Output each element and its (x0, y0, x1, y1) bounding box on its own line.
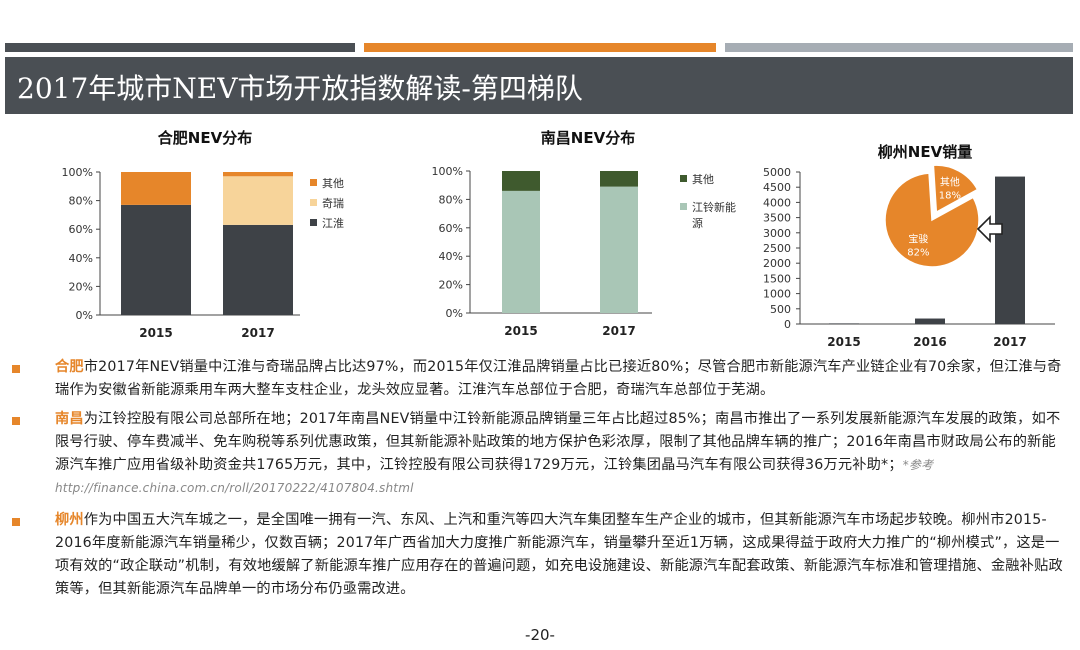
hefei-legend-label: 奇瑞 (322, 196, 344, 210)
bullet-liuzhou (12, 518, 20, 526)
nanchang-xtick-label: 2017 (602, 324, 635, 338)
hefei-chart: 合肥NEV分布 0% 20% 40% 60% 80% 100% 2015 2017 其他奇瑞江… (62, 129, 344, 340)
paragraph-liuzhou-text: 作为中国五大汽车城之一，是全国唯一拥有一汽、东风、上汽和重汽等四大汽车集团整车生… (55, 512, 1063, 597)
paragraph-nanchang: 南昌为江铃控股有限公司总部所在地；2017年南昌NEV销量中江铃新能源品牌销量三… (55, 408, 1065, 500)
city-nanchang: 南昌 (55, 411, 84, 427)
hefei-xtick-label: 2017 (241, 326, 274, 340)
nanchang-ytick-label: 0% (446, 307, 463, 320)
nanchang-ytick-label: 40% (439, 250, 463, 263)
hefei-legend-swatch (310, 179, 317, 186)
liuzhou-pie-label-name: 宝骏 (908, 233, 928, 246)
liuzhou-pie-label-name: 其他 (940, 175, 960, 188)
liuzhou-ytick-label: 1500 (763, 272, 791, 285)
paragraph-nanchang-text: 为江铃控股有限公司总部所在地；2017年南昌NEV销量中江铃新能源品牌销量三年占… (55, 411, 1061, 473)
hefei-legend-swatch (310, 219, 317, 226)
liuzhou-xtick-label: 2015 (827, 335, 860, 349)
header-bar-dark (5, 43, 355, 52)
liuzhou-ytick-label: 5000 (763, 166, 791, 179)
liuzhou-ytick-label: 4000 (763, 196, 791, 209)
liuzhou-ytick-label: 0 (784, 318, 791, 331)
hefei-bar-2017-其他 (223, 172, 293, 177)
liuzhou-ytick-label: 4500 (763, 181, 791, 194)
liuzhou-bar-2015 (829, 323, 859, 324)
paragraph-liuzhou: 柳州作为中国五大汽车城之一，是全国唯一拥有一汽、东风、上汽和重汽等四大汽车集团整… (55, 509, 1065, 601)
liuzhou-ytick-label: 2000 (763, 257, 791, 270)
nanchang-chart-title: 南昌NEV分布 (541, 129, 635, 147)
page-title: 2017年城市NEV市场开放指数解读-第四梯队 (17, 72, 583, 105)
reference-link[interactable]: *参考http://finance.china.com.cn/roll/2017… (55, 458, 934, 495)
nanchang-legend-label: 源 (692, 216, 703, 230)
nanchang-bar-2015-其他 (502, 171, 540, 191)
hefei-bar-2017-奇瑞 (223, 176, 293, 225)
hefei-ytick-label: 80% (69, 195, 93, 208)
hefei-ytick-label: 100% (62, 166, 93, 179)
title-band: 2017年城市NEV市场开放指数解读-第四梯队 (5, 57, 1073, 114)
nanchang-ytick-label: 60% (439, 222, 463, 235)
hefei-ytick-label: 20% (69, 280, 93, 293)
paragraph-hefei: 合肥市2017年NEV销量中江淮与奇瑞品牌占比达97%，而2015年仅江淮品牌销… (55, 356, 1065, 402)
bullet-hefei (12, 365, 20, 373)
nanchang-xtick-label: 2015 (504, 324, 537, 338)
hefei-ytick-label: 40% (69, 252, 93, 265)
hefei-bar-2015-江淮 (121, 204, 191, 315)
liuzhou-chart: 柳州NEV销量 0 500 1000 1500 2000 2500 3000 3500 4000… (763, 143, 1055, 349)
city-hefei: 合肥 (55, 359, 84, 375)
hefei-bar-2017-江淮 (223, 224, 293, 315)
liuzhou-pie-slice-其他 (932, 164, 979, 214)
liuzhou-ytick-label: 3500 (763, 212, 791, 225)
pointer-arrow-icon (976, 215, 1003, 243)
hefei-bar-2015-其他 (121, 172, 191, 205)
header-bar-gray (725, 43, 1073, 52)
nanchang-legend-label: 其他 (692, 173, 714, 186)
liuzhou-ytick-label: 2500 (763, 242, 791, 255)
liuzhou-ytick-label: 500 (770, 303, 791, 316)
nanchang-bar-2017-江铃新能源 (600, 186, 638, 313)
nanchang-bar-2017-其他 (600, 171, 638, 187)
liuzhou-bar-2017 (995, 176, 1025, 324)
nanchang-ytick-label: 80% (439, 193, 463, 206)
liuzhou-xtick-label: 2016 (913, 335, 946, 349)
city-liuzhou: 柳州 (55, 512, 84, 528)
page-number: -20- (525, 626, 555, 644)
liuzhou-xtick-label: 2017 (993, 335, 1026, 349)
bullet-nanchang (12, 417, 20, 425)
hefei-legend-label: 江淮 (322, 217, 344, 230)
hefei-xtick-label: 2015 (139, 326, 172, 340)
hefei-chart-title: 合肥NEV分布 (157, 129, 252, 147)
hefei-ytick-label: 60% (69, 223, 93, 236)
nanchang-legend-swatch (680, 175, 687, 182)
nanchang-ytick-label: 100% (432, 165, 463, 178)
nanchang-legend-label: 江铃新能 (692, 200, 736, 214)
nanchang-legend-swatch (680, 203, 687, 210)
liuzhou-ytick-label: 3000 (763, 227, 791, 240)
nanchang-chart: 南昌NEV分布 0% 20% 40% 60% 80% 100% 2015 2017 其他江铃新… (432, 129, 736, 338)
liuzhou-pie-label-value: 82% (907, 248, 929, 259)
header-bar-orange (364, 43, 716, 52)
hefei-legend-swatch (310, 199, 317, 206)
nanchang-ytick-label: 20% (439, 279, 463, 292)
paragraph-hefei-text: 市2017年NEV销量中江淮与奇瑞品牌占比达97%，而2015年仅江淮品牌销量占… (55, 359, 1062, 398)
liuzhou-pie-label-value: 18% (939, 190, 961, 201)
hefei-legend-label: 其他 (322, 177, 344, 190)
nanchang-bar-2015-江铃新能源 (502, 190, 540, 313)
liuzhou-ytick-label: 1000 (763, 288, 791, 301)
liuzhou-chart-title: 柳州NEV销量 (878, 143, 972, 161)
liuzhou-bar-2016 (915, 318, 945, 324)
hefei-ytick-label: 0% (76, 309, 93, 322)
